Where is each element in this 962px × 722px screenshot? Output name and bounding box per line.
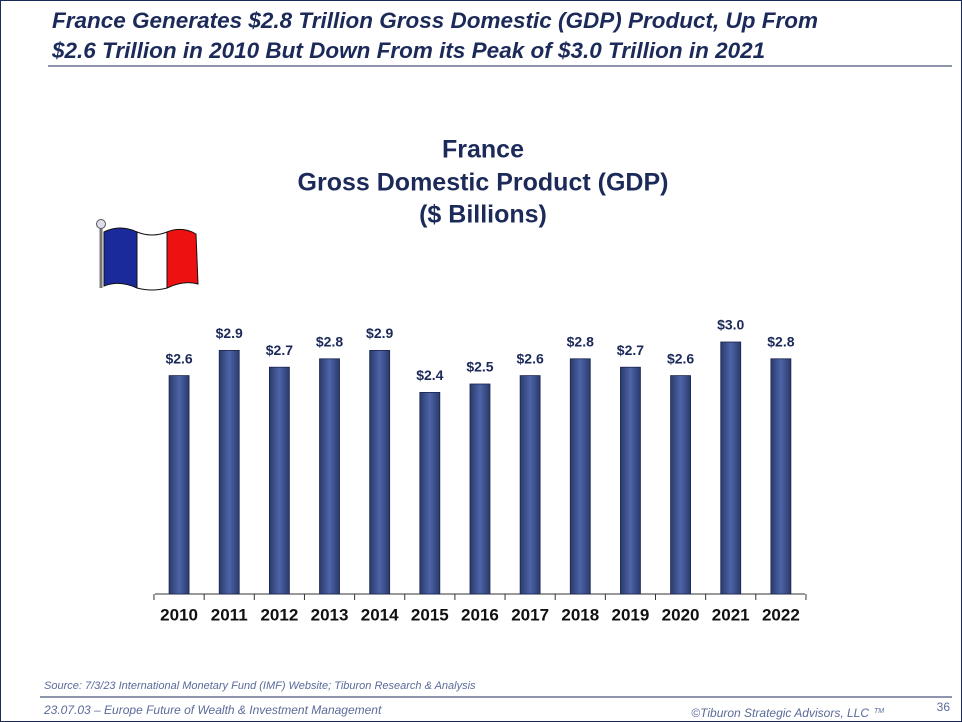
bar — [419, 391, 441, 595]
bar — [670, 375, 691, 595]
bar — [720, 341, 742, 595]
value-label: $2.9 — [366, 325, 393, 341]
x-tick-label: 2015 — [411, 605, 449, 624]
chart-title: Gross Domestic Product (GDP) — [298, 169, 669, 197]
value-label: $2.7 — [617, 342, 644, 358]
x-tick-label: 2022 — [762, 605, 800, 624]
x-tick-label: 2013 — [311, 605, 349, 624]
value-label: $2.5 — [466, 359, 493, 375]
bar — [469, 383, 491, 595]
value-label: $2.8 — [567, 334, 594, 350]
bar — [569, 358, 591, 595]
x-tick-label: 2014 — [361, 605, 399, 624]
header-title: France Generates $2.8 Trillion Gross Dom… — [52, 8, 818, 33]
bar — [770, 358, 792, 595]
value-label: $2.8 — [767, 334, 794, 350]
bar — [168, 375, 190, 595]
x-tick-label: 2021 — [712, 605, 750, 624]
page-number: 36 — [937, 700, 951, 714]
value-label: $2.9 — [216, 325, 243, 341]
x-tick-label: 2010 — [160, 605, 198, 624]
value-label: $2.8 — [316, 334, 343, 350]
value-label: $2.4 — [416, 367, 443, 383]
x-tick-label: 2019 — [612, 605, 650, 624]
x-tick-label: 2016 — [461, 605, 499, 624]
x-tick-label: 2012 — [260, 605, 298, 624]
bar — [218, 349, 240, 595]
bar — [519, 375, 541, 595]
source-note: Source: 7/3/23 International Monetary Fu… — [44, 680, 476, 692]
x-tick-label: 2011 — [211, 605, 248, 624]
x-tick-label: 2017 — [511, 605, 549, 624]
value-label: $3.0 — [717, 317, 744, 333]
bar — [268, 366, 290, 595]
trademark: TM — [874, 708, 884, 715]
bar — [369, 349, 391, 595]
header-title: $2.6 Trillion in 2010 But Down From its … — [51, 38, 765, 63]
x-tick-label: 2018 — [561, 605, 599, 624]
chart-title: France — [442, 136, 524, 164]
value-label: $2.6 — [667, 350, 694, 366]
bar — [620, 366, 641, 595]
bar — [319, 358, 340, 595]
value-label: $2.6 — [517, 350, 544, 366]
x-tick-label: 2020 — [662, 605, 700, 624]
footer-right: ©Tiburon Strategic Advisors, LLC — [691, 706, 869, 720]
value-label: $2.6 — [165, 350, 192, 366]
flag-icon — [96, 219, 199, 291]
value-label: $2.7 — [266, 342, 293, 358]
chart-title: ($ Billions) — [419, 201, 547, 229]
footer-left: 23.07.03 – Europe Future of Wealth & Inv… — [43, 703, 382, 717]
